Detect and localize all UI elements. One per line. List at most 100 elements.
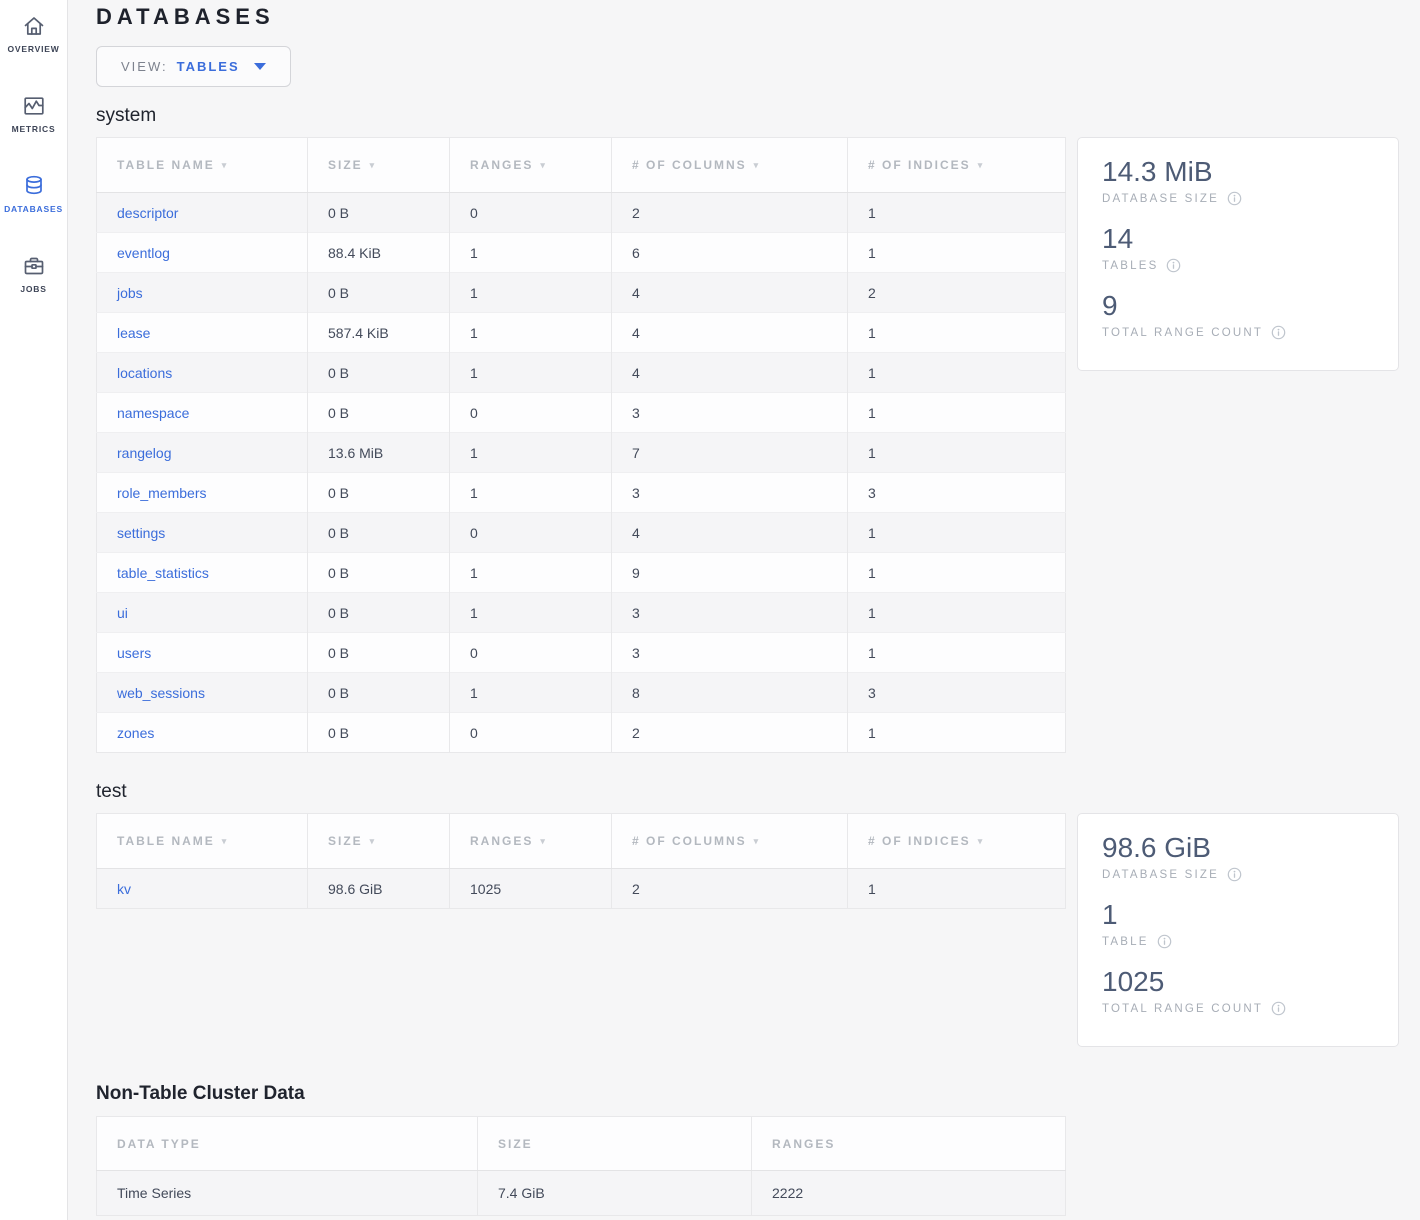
table-cell-of-columns: 3 (611, 632, 848, 673)
table-cell-table-name: role_members (96, 472, 308, 513)
sidebar-item-databases[interactable]: DATABASES (0, 168, 67, 248)
column-header-ranges[interactable]: RANGES ▾ (449, 813, 612, 869)
sidebar-item-label: DATABASES (4, 204, 63, 214)
database-tables-table: TABLE NAME ▾ SIZE ▾ RANGES ▾ # OF COLUMNS ▾ # OF… (96, 137, 1066, 753)
table-cell-of-columns: 2 (611, 192, 848, 233)
sidebar-item-jobs[interactable]: JOBS (0, 248, 67, 328)
table-cell-of-indices: 1 (868, 644, 876, 661)
info-icon[interactable] (1227, 191, 1242, 206)
summary-stat-database-size: 14.3 MiB DATABASE SIZE (1102, 155, 1374, 206)
table-cell-of-indices: 1 (868, 364, 876, 381)
table-name-link[interactable]: descriptor (117, 204, 179, 221)
stat-label-text: DATABASE SIZE (1102, 192, 1220, 205)
table-name-link[interactable]: eventlog (117, 244, 170, 261)
table-cell-ranges: 1 (449, 472, 612, 513)
sort-caret-icon: ▾ (369, 160, 377, 170)
table-cell-of-columns: 3 (611, 472, 848, 513)
summary-stat-database-size: 98.6 GiB DATABASE SIZE (1102, 831, 1374, 882)
column-header-ranges: RANGES (751, 1116, 1066, 1171)
info-icon[interactable] (1271, 1001, 1286, 1016)
table-cell-of-indices: 1 (868, 204, 876, 221)
column-header-ranges[interactable]: RANGES ▾ (449, 137, 612, 193)
table-name-link[interactable]: web_sessions (117, 684, 205, 701)
table-name-link[interactable]: namespace (117, 404, 190, 421)
database-summary-panel: 14.3 MiB DATABASE SIZE 14 TABLES 9 TOTAL RANG… (1077, 137, 1399, 371)
info-icon[interactable] (1227, 867, 1242, 882)
table-cell-ranges: 1 (449, 272, 612, 313)
info-icon[interactable] (1157, 934, 1172, 949)
info-icon[interactable] (1166, 258, 1181, 273)
column-header-label: SIZE (328, 158, 363, 172)
sort-caret-icon: ▾ (221, 160, 229, 170)
table-name-link[interactable]: table_statistics (117, 564, 209, 581)
column-header-of-indices[interactable]: # OF INDICES ▾ (847, 137, 1066, 193)
stat-value: 9 (1102, 290, 1118, 321)
table-cell-ranges: 2222 (772, 1185, 804, 1201)
table-cell-of-columns: 4 (611, 272, 848, 313)
table-cell-table-name: locations (96, 352, 308, 393)
table-cell-of-indices: 1 (868, 244, 876, 261)
table-cell-size: 0 B (307, 192, 450, 233)
table-cell-of-indices: 1 (868, 880, 876, 897)
column-header-label: RANGES (470, 834, 534, 848)
stat-value: 98.6 GiB (1102, 832, 1211, 863)
info-icon[interactable] (1271, 325, 1286, 340)
table-cell-data-type: Time Series (96, 1170, 478, 1216)
table-cell-table-name: table_statistics (96, 552, 308, 593)
sidebar: OVERVIEW METRICS DATABASES (0, 0, 68, 1220)
column-header-of-columns[interactable]: # OF COLUMNS ▾ (611, 137, 848, 193)
column-header-size[interactable]: SIZE ▾ (307, 137, 450, 193)
stat-label: TABLES (1102, 258, 1374, 273)
table-cell-table-name: ui (96, 592, 308, 633)
table-name-link[interactable]: lease (117, 324, 151, 341)
table-cell-table-name: jobs (96, 272, 308, 313)
table-cell-of-columns: 4 (611, 512, 848, 553)
table-row: kv 98.6 GiB 1025 2 1 (96, 868, 1066, 909)
stat-value: 1 (1102, 899, 1118, 930)
column-header-table-name[interactable]: TABLE NAME ▾ (96, 137, 308, 193)
sidebar-item-metrics[interactable]: METRICS (0, 88, 67, 168)
table-cell-table-name: zones (96, 712, 308, 753)
table-name-link[interactable]: settings (117, 524, 166, 541)
table-name-link[interactable]: jobs (117, 284, 143, 301)
sidebar-item-overview[interactable]: OVERVIEW (0, 8, 67, 88)
table-name-link[interactable]: zones (117, 724, 155, 741)
table-name-link[interactable]: users (117, 644, 152, 661)
table-name-link[interactable]: role_members (117, 484, 207, 501)
database-tables-table: TABLE NAME ▾ SIZE ▾ RANGES ▾ # OF COLUMNS ▾ # OF… (96, 813, 1066, 909)
table-cell-ranges: 0 (449, 192, 612, 233)
table-cell-ranges: 1 (449, 352, 612, 393)
table-name-link[interactable]: rangelog (117, 444, 172, 461)
column-header-label: # OF INDICES (868, 158, 971, 172)
table-cell-of-indices: 3 (868, 484, 876, 501)
table-cell-of-columns: 4 (611, 312, 848, 353)
sort-caret-icon: ▾ (540, 836, 547, 846)
sort-caret-icon: ▾ (369, 836, 377, 846)
sort-caret-icon: ▾ (753, 836, 761, 846)
column-header-table-name[interactable]: TABLE NAME ▾ (96, 813, 308, 869)
database-section-test: test TABLE NAME ▾ SIZE ▾ RANGES ▾ # OF COLUMNS… (96, 779, 1420, 1047)
stat-label-text: TOTAL RANGE COUNT (1102, 1002, 1264, 1015)
table-row: eventlog 88.4 KiB 1 6 1 (96, 232, 1066, 273)
column-header-label: TABLE NAME (117, 158, 215, 172)
database-summary-panel: 98.6 GiB DATABASE SIZE 1 TABLE 1025 TOTAL RAN… (1077, 813, 1399, 1047)
column-header-of-columns[interactable]: # OF COLUMNS ▾ (611, 813, 848, 869)
table-cell-of-columns: 4 (611, 352, 848, 393)
table-cell-of-indices: 1 (868, 324, 876, 341)
table-name-link[interactable]: locations (117, 364, 173, 381)
column-header-size[interactable]: SIZE ▾ (307, 813, 450, 869)
table-cell-ranges: 0 (449, 392, 612, 433)
main-content: DATABASES VIEW: TABLES system TABLE NAME… (69, 0, 1420, 1216)
column-header-of-indices[interactable]: # OF INDICES ▾ (847, 813, 1066, 869)
column-header-label: SIZE (498, 1136, 533, 1151)
view-selector-dropdown[interactable]: VIEW: TABLES (96, 46, 291, 87)
table-name-link[interactable]: ui (117, 604, 128, 621)
database-section-system: system TABLE NAME ▾ SIZE ▾ RANGES ▾ # OF COLUM… (96, 103, 1420, 753)
summary-stat-table: 1 TABLE (1102, 898, 1374, 949)
table-name-link[interactable]: kv (117, 880, 131, 897)
table-cell-of-indices: 1 (868, 524, 876, 541)
